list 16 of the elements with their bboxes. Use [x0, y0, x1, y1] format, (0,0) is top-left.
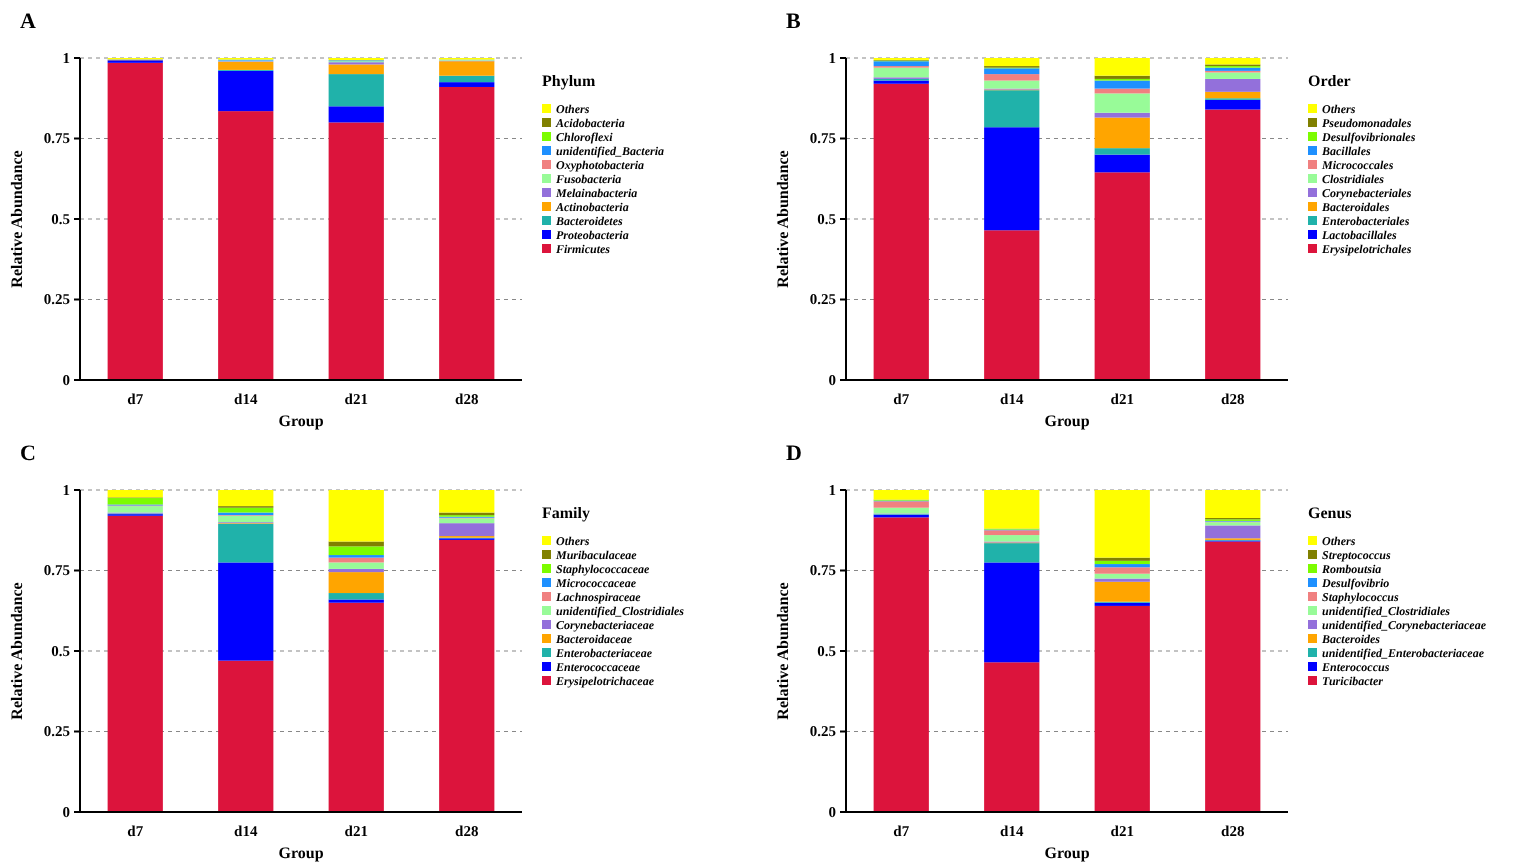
x-axis-title: Group — [278, 844, 325, 862]
x-axis-title: Group — [278, 412, 325, 430]
legend-title: Family — [542, 504, 590, 522]
x-axis-title: Group — [1044, 412, 1091, 430]
chart-title: D — [786, 442, 802, 466]
legend-title: Order — [1308, 72, 1352, 90]
legend-title: Genus — [1308, 504, 1352, 522]
y-axis-title: Relative Abundance — [774, 581, 792, 720]
chart-title: B — [786, 10, 802, 34]
y-axis-title: Relative Abundance — [8, 149, 26, 288]
y-axis-title: Relative Abundance — [774, 149, 792, 288]
y-axis-title: Relative Abundance — [8, 581, 26, 720]
legend-title: Phylum — [542, 72, 597, 90]
x-axis-title: Group — [1044, 844, 1091, 862]
chart-title: A — [20, 10, 36, 34]
chart-title: C — [20, 442, 36, 466]
